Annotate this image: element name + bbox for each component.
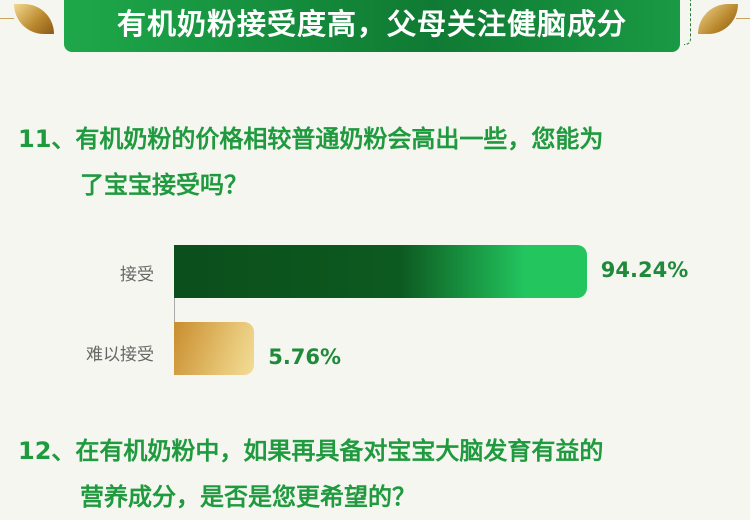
bar-accept [174, 245, 587, 298]
decor-dash [684, 0, 691, 45]
question-11: 11、有机奶粉的价格相较普通奶粉会高出一些，您能为 了宝宝接受吗？ [18, 116, 603, 208]
data-label: 5.76% [268, 345, 342, 369]
leaf-icon [698, 4, 738, 34]
question-12: 12、在有机奶粉中，如果再具备对宝宝大脑发育有益的 营养成分，是否是您更希望的？ [18, 428, 603, 520]
category-label: 难以接受 [86, 345, 154, 365]
decor-line [0, 18, 14, 19]
decor-line [736, 18, 750, 19]
question-line: 了宝宝接受吗？ [80, 171, 248, 199]
bar-reject [174, 322, 255, 375]
data-label: 94.24% [600, 258, 689, 282]
page-title: 有机奶粉接受度高，父母关注健脑成分 [64, 0, 680, 52]
question-line: 12、在有机奶粉中，如果再具备对宝宝大脑发育有益的 [18, 437, 604, 465]
category-label: 接受 [120, 265, 154, 285]
question-line: 11、有机奶粉的价格相较普通奶粉会高出一些，您能为 [18, 125, 604, 153]
question-line: 营养成分，是否是您更希望的？ [80, 483, 416, 511]
axis-line [174, 245, 175, 375]
leaf-icon [14, 4, 54, 34]
